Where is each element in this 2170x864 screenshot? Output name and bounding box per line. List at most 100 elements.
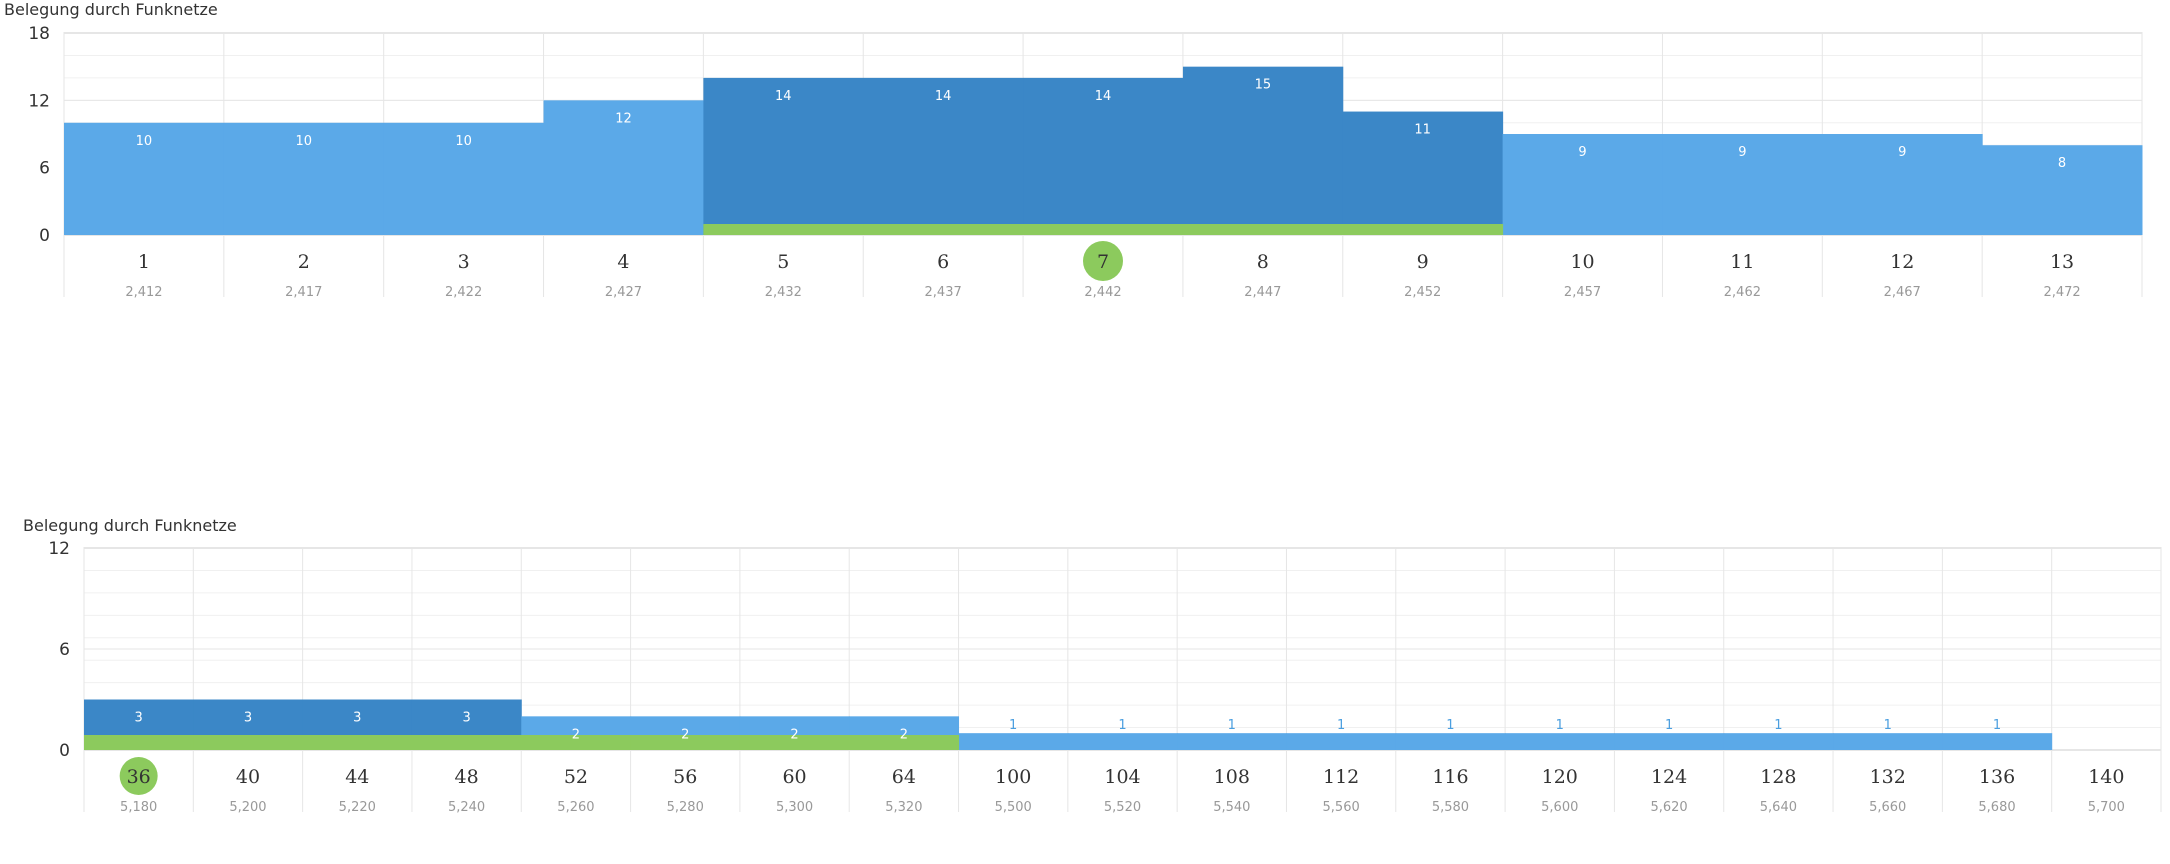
- channel-label[interactable]: 48: [455, 766, 479, 788]
- channel-label[interactable]: 2: [298, 251, 310, 273]
- frequency-label: 2,437: [925, 285, 962, 300]
- frequency-label: 5,320: [885, 800, 922, 815]
- channel-label[interactable]: 5: [777, 251, 789, 273]
- channel-label[interactable]: 44: [345, 766, 369, 788]
- bar-channel-8[interactable]: [1182, 66, 1344, 236]
- bar-channel-128[interactable]: [1723, 733, 1834, 750]
- frequency-label: 2,472: [2043, 285, 2080, 300]
- channel-label[interactable]: 36: [127, 766, 151, 788]
- channel-label[interactable]: 132: [1870, 766, 1906, 788]
- frequency-label: 2,447: [1244, 285, 1281, 300]
- chart-title: Belegung durch Funknetze: [23, 516, 237, 535]
- channel-label[interactable]: 6: [937, 251, 949, 273]
- channel-label[interactable]: 52: [564, 766, 588, 788]
- channel-label[interactable]: 12: [1890, 251, 1914, 273]
- bar-channel-112[interactable]: [1286, 733, 1397, 750]
- frequency-label: 5,700: [2088, 800, 2125, 815]
- channel-label[interactable]: 1: [138, 251, 150, 273]
- frequency-label: 5,580: [1432, 800, 1469, 815]
- bar-channel-11[interactable]: [1662, 134, 1823, 235]
- channel-label[interactable]: 136: [1979, 766, 2015, 788]
- y-tick-label: 12: [28, 91, 50, 111]
- bar-value-label: 14: [935, 89, 952, 104]
- bar-value-label: 3: [135, 711, 143, 726]
- bar-value-label: 10: [295, 134, 312, 149]
- channel-label[interactable]: 3: [458, 251, 470, 273]
- bar-channel-120[interactable]: [1505, 733, 1615, 750]
- chart-title: Belegung durch Funknetze: [4, 0, 218, 19]
- highlight-band-64: [849, 735, 960, 750]
- bar-channel-136[interactable]: [1942, 733, 2053, 750]
- highlight-band-6: [863, 224, 1024, 235]
- bar-channel-12[interactable]: [1822, 134, 1983, 235]
- bar-channel-5[interactable]: [703, 77, 864, 235]
- bar-channel-104[interactable]: [1067, 733, 1178, 750]
- channel-label[interactable]: 104: [1104, 766, 1140, 788]
- bar-channel-6[interactable]: [863, 77, 1024, 235]
- frequency-label: 5,260: [557, 800, 594, 815]
- frequency-label: 2,427: [605, 285, 642, 300]
- bar-channel-116[interactable]: [1395, 733, 1506, 750]
- bar-channel-13[interactable]: [1982, 145, 2143, 235]
- bar-value-label: 2: [900, 727, 908, 742]
- frequency-label: 5,220: [339, 800, 376, 815]
- channel-label[interactable]: 112: [1323, 766, 1359, 788]
- bar-value-label: 9: [1898, 145, 1906, 160]
- bar-channel-10[interactable]: [1502, 134, 1663, 235]
- bar-value-label: 14: [775, 89, 792, 104]
- bar-channel-7[interactable]: [1023, 77, 1184, 235]
- highlight-band-5: [703, 224, 864, 235]
- channel-label[interactable]: 56: [673, 766, 697, 788]
- bar-channel-1[interactable]: [64, 122, 225, 235]
- channel-label[interactable]: 13: [2050, 251, 2074, 273]
- channel-label[interactable]: 7: [1097, 251, 1109, 273]
- channel-label[interactable]: 124: [1651, 766, 1687, 788]
- bar-channel-132[interactable]: [1833, 733, 1943, 750]
- frequency-label: 5,240: [448, 800, 485, 815]
- channel-label[interactable]: 8: [1257, 251, 1269, 273]
- y-tick-label: 6: [39, 159, 50, 179]
- frequency-label: 2,412: [125, 285, 162, 300]
- bar-value-label: 9: [1578, 145, 1586, 160]
- channel-label[interactable]: 100: [995, 766, 1031, 788]
- channel-label[interactable]: 10: [1570, 251, 1594, 273]
- frequency-label: 2,457: [1564, 285, 1601, 300]
- channel-label[interactable]: 140: [2088, 766, 2124, 788]
- channel-label[interactable]: 108: [1214, 766, 1250, 788]
- frequency-label: 2,462: [1724, 285, 1761, 300]
- frequency-label: 5,500: [995, 800, 1032, 815]
- bar-value-label: 1: [1665, 718, 1673, 733]
- bar-channel-108[interactable]: [1177, 733, 1287, 750]
- channel-label[interactable]: 128: [1760, 766, 1796, 788]
- channel-label[interactable]: 11: [1730, 251, 1754, 273]
- frequency-label: 5,620: [1650, 800, 1687, 815]
- channel-label[interactable]: 9: [1417, 251, 1429, 273]
- bar-channel-4[interactable]: [543, 100, 704, 235]
- frequency-label: 5,680: [1978, 800, 2015, 815]
- frequency-label: 5,640: [1760, 800, 1797, 815]
- channel-label[interactable]: 40: [236, 766, 260, 788]
- bar-value-label: 1: [1228, 718, 1236, 733]
- highlight-band-52: [521, 735, 632, 750]
- channel-label[interactable]: 64: [892, 766, 916, 788]
- bar-value-label: 3: [353, 711, 361, 726]
- bar-value-label: 1: [1009, 718, 1017, 733]
- frequency-label: 5,560: [1323, 800, 1360, 815]
- bar-channel-124[interactable]: [1614, 733, 1725, 750]
- highlight-band-40: [193, 735, 304, 750]
- channel-label[interactable]: 4: [617, 251, 629, 273]
- bar-value-label: 3: [462, 711, 470, 726]
- channel-label[interactable]: 120: [1542, 766, 1578, 788]
- bar-channel-3[interactable]: [383, 122, 545, 235]
- bar-value-label: 1: [1118, 718, 1126, 733]
- channel-label[interactable]: 60: [782, 766, 806, 788]
- frequency-label: 5,520: [1104, 800, 1141, 815]
- bar-channel-100[interactable]: [958, 733, 1069, 750]
- selected-channel-marker: [1083, 241, 1123, 281]
- bar-channel-9[interactable]: [1342, 111, 1504, 235]
- bar-channel-2[interactable]: [223, 122, 385, 235]
- bar-value-label: 2: [790, 727, 798, 742]
- channel-label[interactable]: 116: [1432, 766, 1468, 788]
